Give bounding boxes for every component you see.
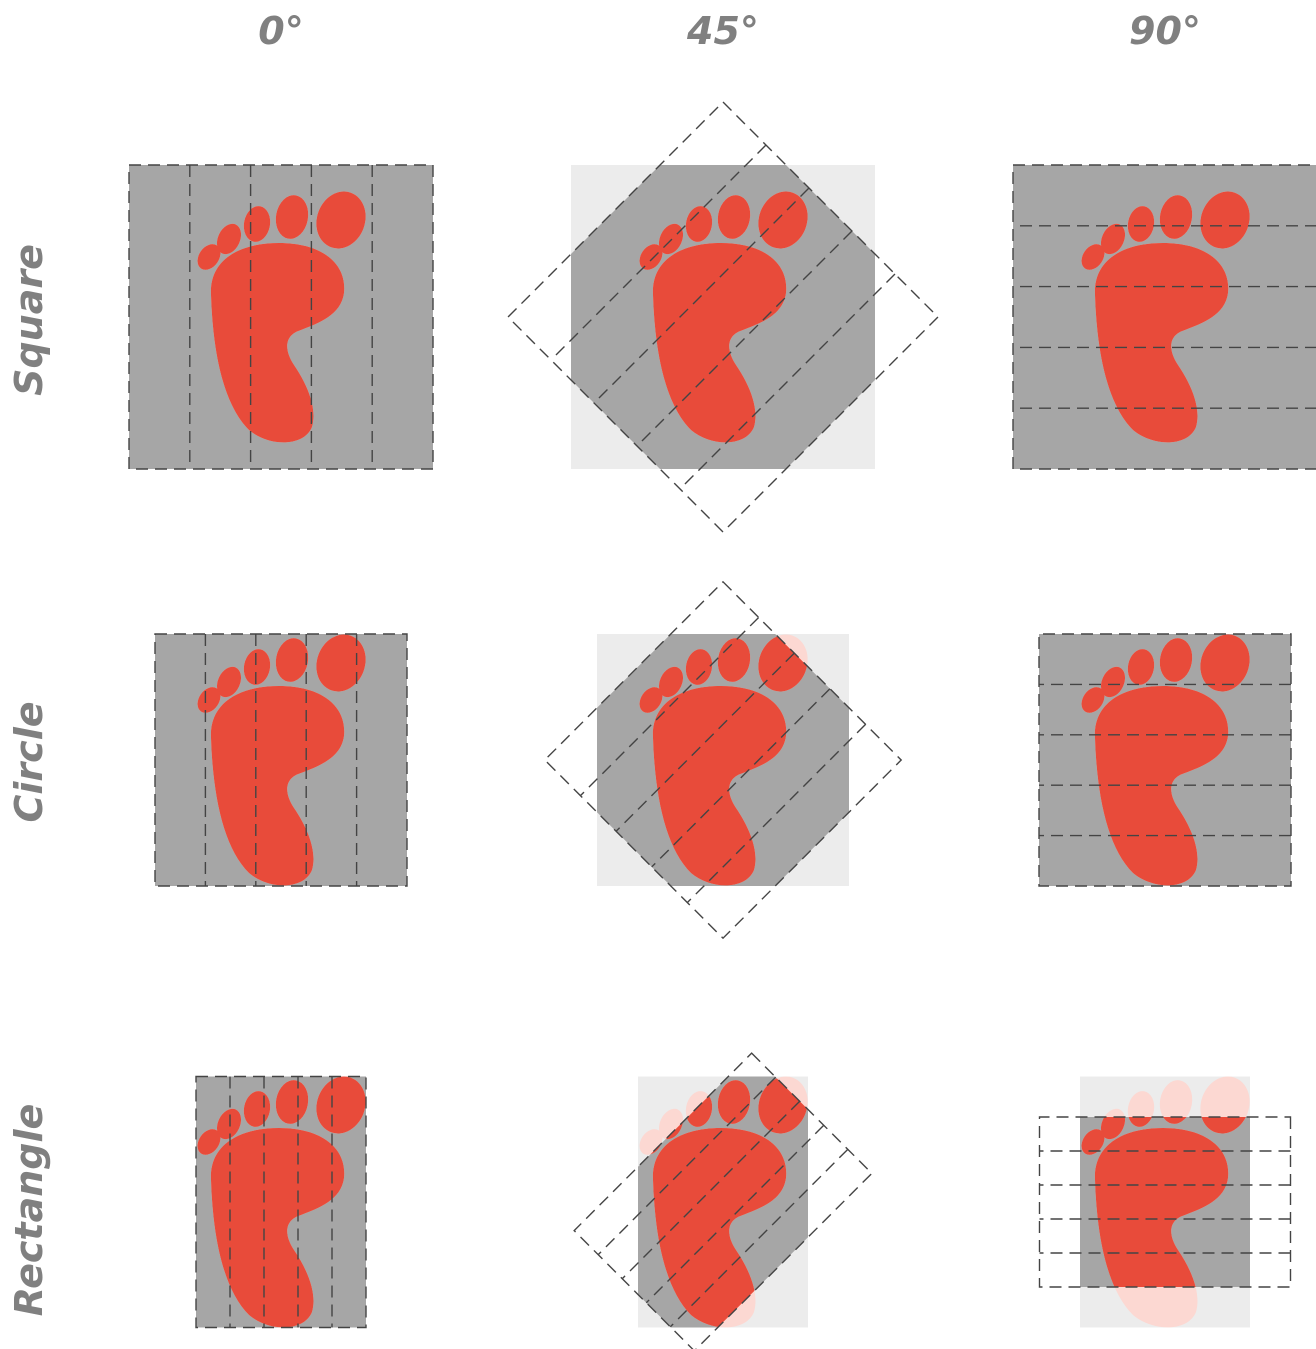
cell bbox=[155, 628, 407, 886]
row-label: Circle bbox=[7, 702, 51, 823]
row-label: Rectangle bbox=[7, 1104, 51, 1317]
cell bbox=[545, 582, 901, 938]
page: 0° 45° 90° Square Circle Rectangle (() =… bbox=[0, 0, 1316, 1349]
cell bbox=[1013, 165, 1316, 469]
diagram: 0° 45° 90° Square Circle Rectangle bbox=[0, 0, 1316, 1349]
column-header: 0° bbox=[258, 9, 303, 53]
column-header: 90° bbox=[1129, 9, 1201, 53]
cell bbox=[1040, 1070, 1291, 1328]
column-header: 45° bbox=[686, 9, 759, 53]
cell bbox=[1039, 628, 1291, 886]
cell bbox=[574, 1053, 872, 1349]
row-label: Square bbox=[7, 244, 51, 396]
cell bbox=[129, 165, 433, 469]
cell bbox=[508, 102, 938, 532]
cell bbox=[193, 1070, 374, 1328]
